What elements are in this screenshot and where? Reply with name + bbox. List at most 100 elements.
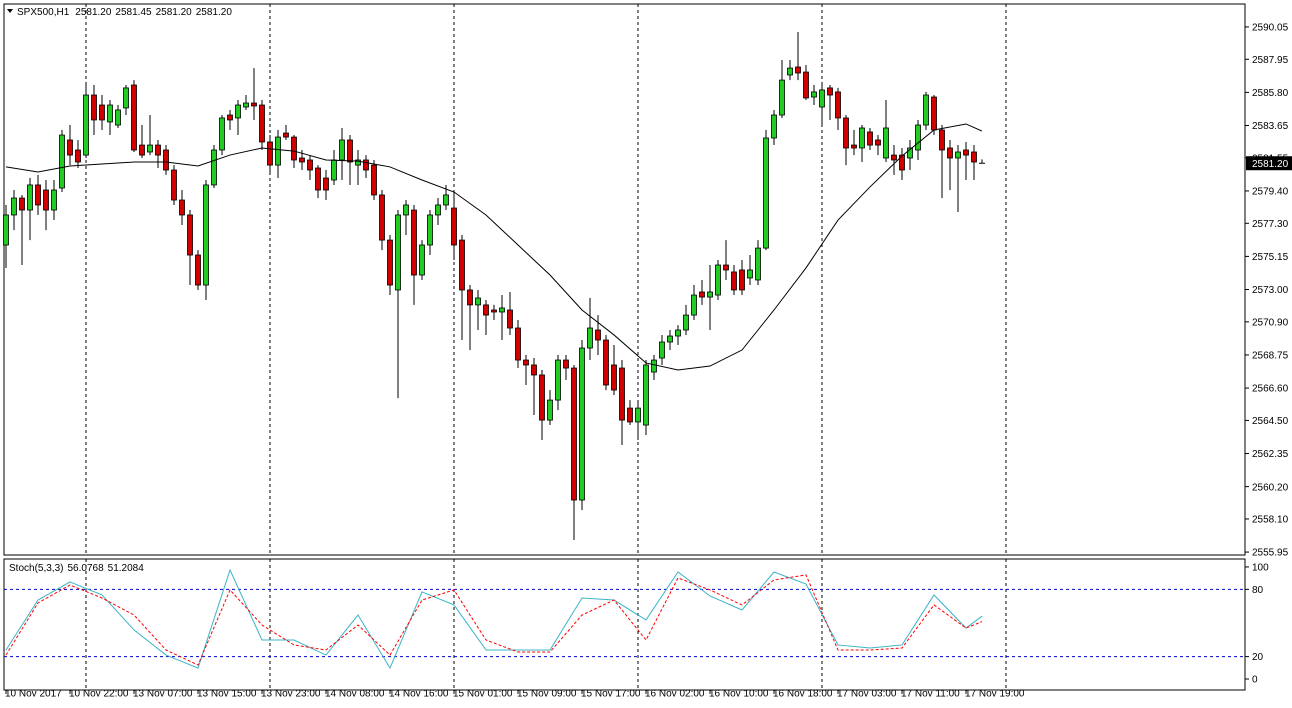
x-tick-label: 16 Nov 02:00 [645,689,705,700]
candle-body [827,87,833,96]
candle-body [915,124,921,151]
stoch-line [5,574,983,666]
y-tick-label: 2558.10 [1252,515,1289,526]
candle-body [299,157,305,163]
candle-body [75,149,81,163]
candle-body [643,364,649,426]
candle-body [619,367,625,421]
candle-body [779,79,785,116]
candle-body [931,96,937,131]
candle-body [611,364,617,391]
candle-body [123,87,129,109]
candle-body [435,204,441,216]
stoch-d-value: 51.2084 [108,563,145,574]
candle-body [587,327,593,349]
last-price-label: 2581.20 [1252,159,1289,170]
y-tick-label: 2568.75 [1252,351,1289,362]
x-tick-label: 16 Nov 18:00 [773,689,833,700]
candle-body [387,239,393,286]
y-tick-label: 2560.20 [1252,482,1289,493]
candle-body [467,289,473,306]
candle-body [219,117,225,151]
candle-body [755,247,761,281]
candle-body [867,131,873,146]
candle-body [627,407,633,423]
x-tick-label: 17 Nov 11:00 [901,689,960,700]
x-tick-label: 17 Nov 03:00 [837,689,897,700]
candle-body [355,159,361,166]
header-open: 2581.20 [75,7,112,18]
candle-body [83,94,89,156]
y-tick-label: 2564.50 [1252,416,1289,427]
y-tick-label: 0 [1252,675,1258,686]
candle-body [27,184,33,211]
candle-body [371,164,377,196]
candle-body [883,127,889,159]
stoch-line [5,568,983,670]
candle-body [19,197,25,211]
candle-body [595,329,601,341]
candle-body [107,104,113,123]
candle-body [411,209,417,276]
candle-body [211,149,217,186]
candle-body [43,189,49,211]
candle-body [11,197,17,216]
y-tick-label: 2579.40 [1252,187,1289,198]
candle-body [51,189,57,211]
candle-body [203,184,209,286]
candle-body [667,335,673,343]
candle-body [723,264,729,271]
candle-body [539,374,545,421]
candle-body [99,104,105,121]
header-low: 2581.20 [156,7,193,18]
candle-body [451,207,457,246]
x-tick-label: 15 Nov 17:00 [581,689,641,700]
x-tick-label: 14 Nov 16:00 [389,689,449,700]
candle-body [491,309,497,313]
candle-body [651,359,657,373]
candle-body [691,294,697,316]
candle-body [171,169,177,201]
candle-body [339,139,345,161]
candle-body [563,359,569,369]
candle-body [115,109,121,126]
y-tick-label: 2590.05 [1252,23,1289,34]
candle-body [323,177,329,191]
candle-body [843,117,849,149]
candle-body [363,159,369,171]
candle-body [3,214,9,246]
symbol: SPX500,H1 [17,7,70,18]
y-tick-label: 2573.00 [1252,285,1289,296]
candle-body [955,151,961,159]
candle-body [443,194,449,206]
x-tick-label: 13 Nov 23:00 [261,689,321,700]
stoch-k-value: 56.0768 [67,563,104,574]
stoch-header: Stoch(5,3,3) 56.0768 51.2084 [9,563,144,574]
candle-body [459,239,465,291]
header-high: 2581.45 [115,7,152,18]
x-tick-label: 14 Nov 08:00 [325,689,385,700]
y-tick-label: 2562.35 [1252,449,1289,460]
candle-body [675,329,681,337]
candle-body [715,264,721,296]
candle-body [523,359,529,366]
candle-body [267,141,273,166]
candle-body [163,149,169,171]
candle-body [811,91,817,98]
y-tick-label: 2585.80 [1252,88,1289,99]
candle-body [939,129,945,151]
candle-body [291,136,297,161]
candle-body [147,144,153,153]
candle-body [347,139,353,163]
y-tick-label: 2577.30 [1252,219,1289,230]
candle-body [307,159,313,171]
candle-body [67,139,73,156]
candle-body [739,269,745,291]
candle-body [659,341,665,359]
stoch-title: Stoch(5,3,3) [9,563,63,574]
candle-body [579,347,585,501]
x-tick-label: 10 Nov 2017 [5,689,62,700]
candle-body [555,359,561,401]
